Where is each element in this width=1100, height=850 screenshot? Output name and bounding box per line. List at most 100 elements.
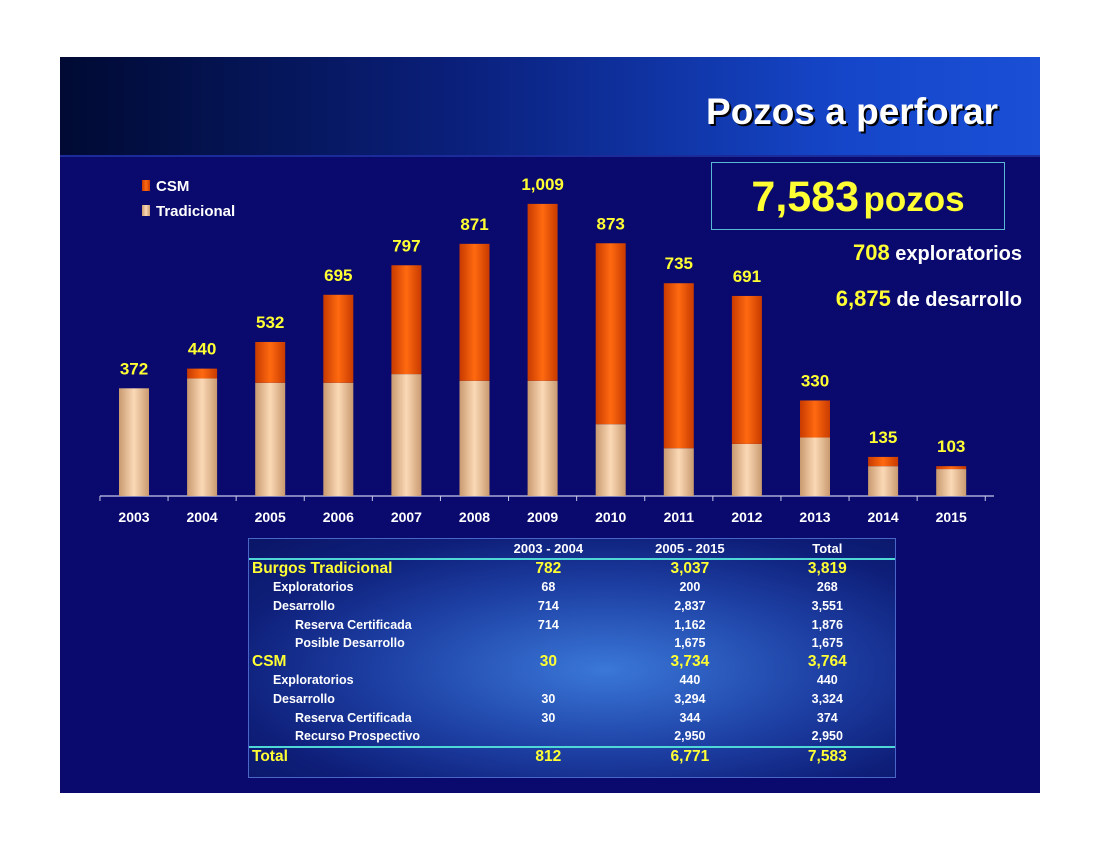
x-tick-label: 2007 — [391, 509, 422, 525]
table-cell: 30 — [539, 652, 557, 670]
x-tick-label: 2004 — [187, 509, 218, 525]
bar-csm — [255, 341, 286, 383]
table-row: Recurso Prospectivo 2,950 2,950 — [249, 727, 895, 747]
bar-tradicional — [936, 469, 967, 496]
exploratory-label: exploratorios — [895, 243, 1022, 265]
table-row: Burgos Tradicional 782 3,037 3,819 — [249, 559, 895, 579]
bar-total-label: 695 — [324, 266, 352, 285]
bar-total-label: 691 — [733, 267, 761, 286]
bar-csm — [800, 400, 830, 438]
bar-total-label: 735 — [665, 254, 693, 273]
table-row-label: Reserva Certificada — [295, 710, 412, 725]
bar-total-label: 797 — [392, 236, 420, 255]
table-cell: 7,583 — [759, 745, 895, 767]
bar-tradicional — [527, 380, 558, 496]
table-cell — [477, 671, 621, 690]
table-cell: 344 — [679, 710, 701, 725]
bar-tradicional — [119, 388, 149, 496]
table-row-label: Exploratorios — [273, 673, 354, 688]
x-tick-label: 2006 — [323, 509, 354, 525]
bar-tradicional — [459, 380, 490, 496]
bar-total-label: 103 — [937, 437, 965, 456]
table-cell — [477, 634, 621, 653]
table-row-label: Recurso Prospectivo — [295, 729, 421, 744]
table-header-row: 2003 - 2004 2005 - 2015 Total — [249, 539, 895, 560]
table-cell: 3,819 — [807, 559, 847, 577]
x-tick-label: 2011 — [664, 509, 695, 525]
development-number: 6,875 — [835, 286, 891, 311]
table-cell: 2,950 — [674, 729, 706, 744]
table-cell: 1,162 — [674, 617, 706, 632]
table-row-label: Desarrollo — [273, 599, 335, 614]
table-cell: 2,837 — [674, 599, 706, 614]
exploratory-number: 708 — [853, 240, 890, 265]
legend-label-csm: CSM — [156, 178, 189, 195]
bar-csm — [731, 295, 762, 444]
table-row-label: Total — [249, 745, 477, 767]
bar-csm — [187, 368, 218, 379]
bar-tradicional — [391, 374, 422, 496]
table-header-cell — [249, 539, 477, 560]
bar-total-label: 532 — [256, 313, 284, 332]
table-row-label: Burgos Tradicional — [252, 559, 393, 577]
summary-table: 2003 - 2004 2005 - 2015 Total Burgos Tra… — [249, 539, 895, 767]
bar-total-label: 873 — [597, 214, 625, 233]
bar-tradicional — [731, 443, 762, 496]
bar-total-label: 871 — [460, 215, 488, 234]
development-count: 6,875 de desarrollo — [836, 286, 1022, 312]
bar-csm — [459, 243, 490, 381]
total-wells-unit: pozos — [863, 180, 965, 219]
table-row: Total 812 6,771 7,583 — [249, 745, 895, 767]
page-title: Pozos a perforar — [706, 91, 998, 132]
bar-csm — [323, 294, 354, 383]
title-band — [60, 57, 1040, 157]
table-row-label: CSM — [252, 652, 287, 670]
table-header-cell: 2005 - 2015 — [620, 539, 760, 560]
x-tick-label: 2003 — [118, 509, 149, 525]
bar-total-label: 330 — [801, 371, 829, 390]
bar-tradicional — [663, 448, 694, 496]
table-cell: 2,950 — [811, 729, 843, 744]
total-wells-number: 7,583 — [751, 173, 860, 221]
bar-tradicional — [323, 382, 354, 496]
bar-csm — [663, 283, 694, 449]
bar-chart: 372 2003 440 2004 532 2005 695 2006 797 2007 871 20… — [99, 175, 994, 525]
bar-csm — [936, 466, 967, 470]
table-cell: 3,294 — [674, 692, 706, 707]
table-row: Posible Desarrollo 1,675 1,675 — [249, 634, 895, 653]
table-cell: 3,734 — [670, 652, 710, 670]
slide: Pozos a perforar 372 2003 440 2004 532 2005 69… — [60, 57, 1040, 793]
table-cell: 68 — [541, 580, 556, 595]
bar-total-label: 135 — [869, 428, 897, 447]
x-tick-label: 2009 — [527, 509, 558, 525]
x-tick-label: 2014 — [868, 509, 899, 525]
table-cell: 200 — [679, 580, 701, 595]
table-row-label: Desarrollo — [273, 692, 335, 707]
bar-csm — [391, 265, 422, 375]
x-tick-label: 2015 — [936, 509, 967, 525]
table-cell: 782 — [535, 559, 562, 577]
x-tick-label: 2005 — [255, 509, 286, 525]
development-label: de desarrollo — [896, 289, 1022, 311]
bar-csm — [527, 203, 558, 381]
exploratory-count: 708 exploratorios — [853, 240, 1022, 266]
table-cell: 1,675 — [674, 636, 706, 651]
table-cell: 374 — [816, 710, 838, 725]
summary-table-panel: 2003 - 2004 2005 - 2015 Total Burgos Tra… — [248, 538, 896, 778]
table-cell: 3,764 — [807, 652, 847, 670]
bar-tradicional — [187, 378, 218, 496]
legend-swatch-csm — [142, 180, 150, 191]
table-cell: 440 — [679, 673, 701, 688]
x-tick-label: 2012 — [731, 509, 762, 525]
bar-total-label: 1,009 — [521, 175, 564, 194]
table-row: CSM 30 3,734 3,764 — [249, 653, 895, 672]
bar-total-label: 372 — [120, 359, 148, 378]
table-row: Reserva Certificada 714 1,162 1,876 — [249, 615, 895, 634]
table-header-cell: 2003 - 2004 — [476, 539, 621, 560]
table-cell: 714 — [537, 599, 559, 614]
table-row: Exploratorios 440 440 — [249, 671, 895, 690]
table-cell: 30 — [541, 692, 556, 707]
table-cell: 714 — [537, 617, 559, 632]
table-cell: 30 — [541, 710, 556, 725]
table-row-label: Exploratorios — [273, 580, 354, 595]
